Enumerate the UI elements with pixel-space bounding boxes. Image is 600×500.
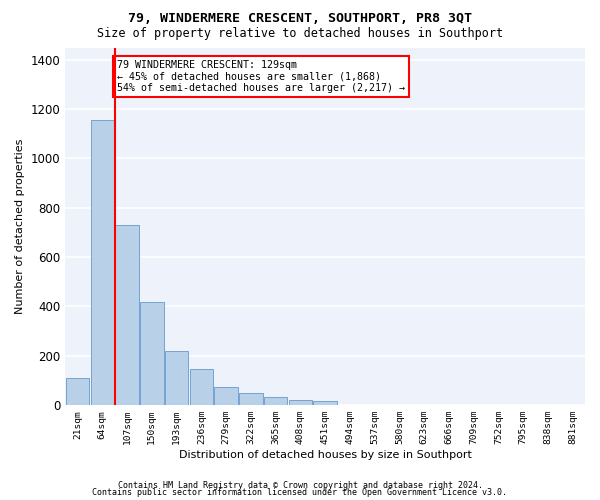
Bar bbox=[91, 120, 114, 405]
Text: Size of property relative to detached houses in Southport: Size of property relative to detached ho… bbox=[97, 28, 503, 40]
Bar bbox=[165, 352, 188, 405]
Y-axis label: Number of detached properties: Number of detached properties bbox=[15, 138, 25, 314]
Bar bbox=[289, 400, 312, 405]
Bar bbox=[66, 378, 89, 405]
Bar bbox=[313, 402, 337, 405]
Bar bbox=[264, 397, 287, 405]
Bar bbox=[140, 302, 164, 405]
Bar bbox=[214, 388, 238, 405]
Text: 79, WINDERMERE CRESCENT, SOUTHPORT, PR8 3QT: 79, WINDERMERE CRESCENT, SOUTHPORT, PR8 … bbox=[128, 12, 472, 26]
Bar bbox=[190, 368, 213, 405]
Text: 79 WINDERMERE CRESCENT: 129sqm
← 45% of detached houses are smaller (1,868)
54% : 79 WINDERMERE CRESCENT: 129sqm ← 45% of … bbox=[117, 60, 405, 93]
Bar bbox=[239, 393, 263, 405]
Text: Contains HM Land Registry data © Crown copyright and database right 2024.: Contains HM Land Registry data © Crown c… bbox=[118, 480, 482, 490]
Bar bbox=[115, 225, 139, 405]
X-axis label: Distribution of detached houses by size in Southport: Distribution of detached houses by size … bbox=[179, 450, 472, 460]
Text: Contains public sector information licensed under the Open Government Licence v3: Contains public sector information licen… bbox=[92, 488, 508, 497]
